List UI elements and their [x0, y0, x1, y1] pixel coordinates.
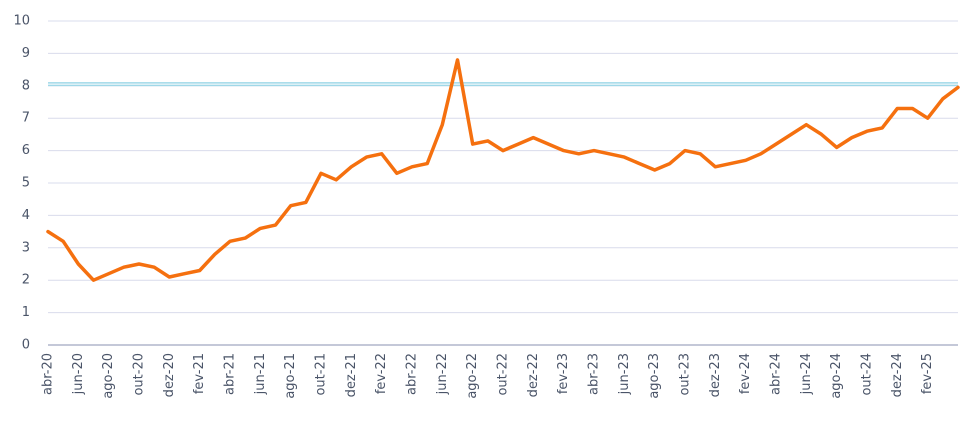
- x-tick-label: jun-24: [799, 353, 814, 395]
- x-tick-label: fev-21: [192, 353, 207, 394]
- x-tick-label: dez-20: [162, 353, 177, 397]
- y-tick-label: 3: [22, 240, 30, 255]
- x-tick-label: ago-23: [647, 353, 662, 399]
- y-tick-label: 6: [22, 143, 30, 158]
- y-tick-label: 4: [22, 208, 30, 223]
- x-tick-label: jun-21: [253, 353, 268, 395]
- x-tick-label: abr-23: [587, 353, 602, 395]
- x-tick-label: out-23: [678, 353, 693, 396]
- x-tick-label: dez-22: [526, 353, 541, 397]
- x-tick-label: fev-23: [556, 353, 571, 394]
- x-tick-label: abr-20: [41, 353, 56, 395]
- x-tick-label: out-21: [314, 353, 329, 396]
- x-tick-label: fev-22: [374, 353, 389, 394]
- x-tick-label: jun-22: [435, 353, 450, 395]
- y-tick-label: 0: [22, 338, 30, 353]
- x-tick-label: dez-24: [890, 353, 905, 397]
- x-tick-label: ago-20: [101, 353, 116, 399]
- x-tick-label: abr-24: [769, 353, 784, 395]
- x-tick-label: abr-21: [223, 353, 238, 395]
- x-tick-label: abr-22: [405, 353, 420, 395]
- x-tick-label: out-22: [496, 353, 511, 396]
- x-tick-label: dez-21: [344, 353, 359, 397]
- x-tick-label: jun-20: [71, 353, 86, 395]
- y-tick-label: 5: [22, 176, 30, 191]
- x-tick-label: out-20: [132, 353, 147, 396]
- x-tick-label: out-24: [860, 353, 875, 396]
- x-tick-label: ago-22: [465, 353, 480, 399]
- y-tick-label: 9: [22, 46, 30, 61]
- x-tick-label: fev-25: [920, 353, 935, 394]
- x-tick-label: ago-24: [829, 353, 844, 399]
- y-tick-label: 1: [22, 305, 30, 320]
- series-line: [46, 58, 960, 282]
- y-tick-label: 7: [22, 111, 30, 126]
- y-tick-label: 8: [22, 78, 30, 93]
- x-tick-label: dez-23: [708, 353, 723, 397]
- x-tick-label: jun-23: [617, 353, 632, 395]
- y-tick-label: 10: [13, 14, 30, 29]
- y-tick-label: 2: [22, 273, 30, 288]
- x-tick-label: fev-24: [738, 353, 753, 394]
- x-tick-label: ago-21: [283, 353, 298, 399]
